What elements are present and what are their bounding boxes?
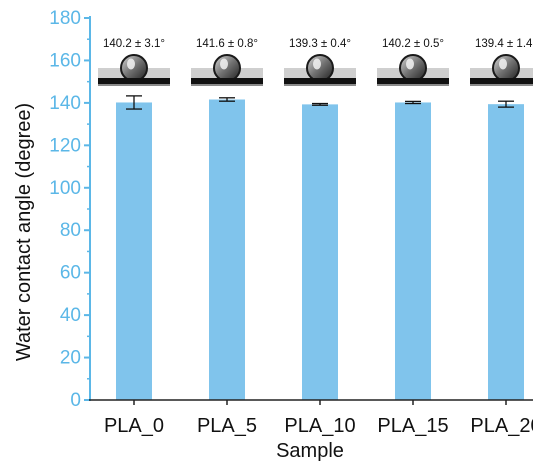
droplet [213,54,241,82]
droplet [399,54,427,82]
value-annotation: 140.2 ± 3.1° [103,38,165,50]
substrate [470,78,533,84]
y-tick-label: 40 [60,305,81,326]
y-tick-label: 20 [60,348,81,369]
substrate-reflection [284,84,356,86]
y-tick-label: 160 [49,50,81,71]
labels: Water contact angle (degree) Sample [13,103,344,462]
bar [116,102,152,400]
droplet-image [284,54,356,86]
y-tick-label: 140 [49,93,81,114]
x-axis-title: Sample [276,440,344,462]
value-annotation: 140.2 ± 0.5° [382,38,444,50]
x-tick-label: PLA_20 [470,415,533,437]
substrate-reflection [191,84,263,86]
droplet-highlight [127,58,135,70]
substrate [191,78,263,84]
value-annotation: 139.3 ± 0.4° [289,38,351,50]
y-axis: 0 20 40 60 80 100 120 140 160 180 [49,8,533,411]
substrate [98,78,170,84]
y-tick-label: 80 [60,220,81,241]
droplet-image [98,54,170,86]
y-tick-label: 120 [49,135,81,156]
substrate-reflection [470,84,533,86]
substrate [377,78,449,84]
x-tick-label: PLA_15 [377,415,448,437]
droplet-highlight [406,58,414,70]
bar [209,99,245,400]
droplet-image [191,54,263,86]
value-annotation: 139.4 ± 1.4° [475,38,533,50]
substrate-reflection [377,84,449,86]
droplet [492,54,520,82]
plot-area: 140.2 ± 3.1° PLA_0 141.6 ± 0.8° PLA_5 139.3 … [98,38,533,437]
y-axis-title: Water contact angle (degree) [13,103,35,361]
substrate [284,78,356,84]
bar [488,104,524,400]
droplet [306,54,334,82]
droplet-image [377,54,449,86]
substrate-reflection [98,84,170,86]
droplet [120,54,148,82]
y-tick-label: 100 [49,178,81,199]
x-tick-label: PLA_0 [104,415,164,437]
y-tick-label: 0 [70,390,81,411]
x-tick-label: PLA_10 [284,415,355,437]
y-tick-label: 180 [49,8,81,29]
bar [302,104,338,400]
x-tick-label: PLA_5 [197,415,257,437]
y-tick-label: 60 [60,263,81,284]
droplet-image [470,54,533,86]
value-annotation: 141.6 ± 0.8° [196,38,258,50]
bar [395,102,431,400]
droplet-highlight [220,58,228,70]
droplet-highlight [313,58,321,70]
droplet-highlight [499,58,507,70]
